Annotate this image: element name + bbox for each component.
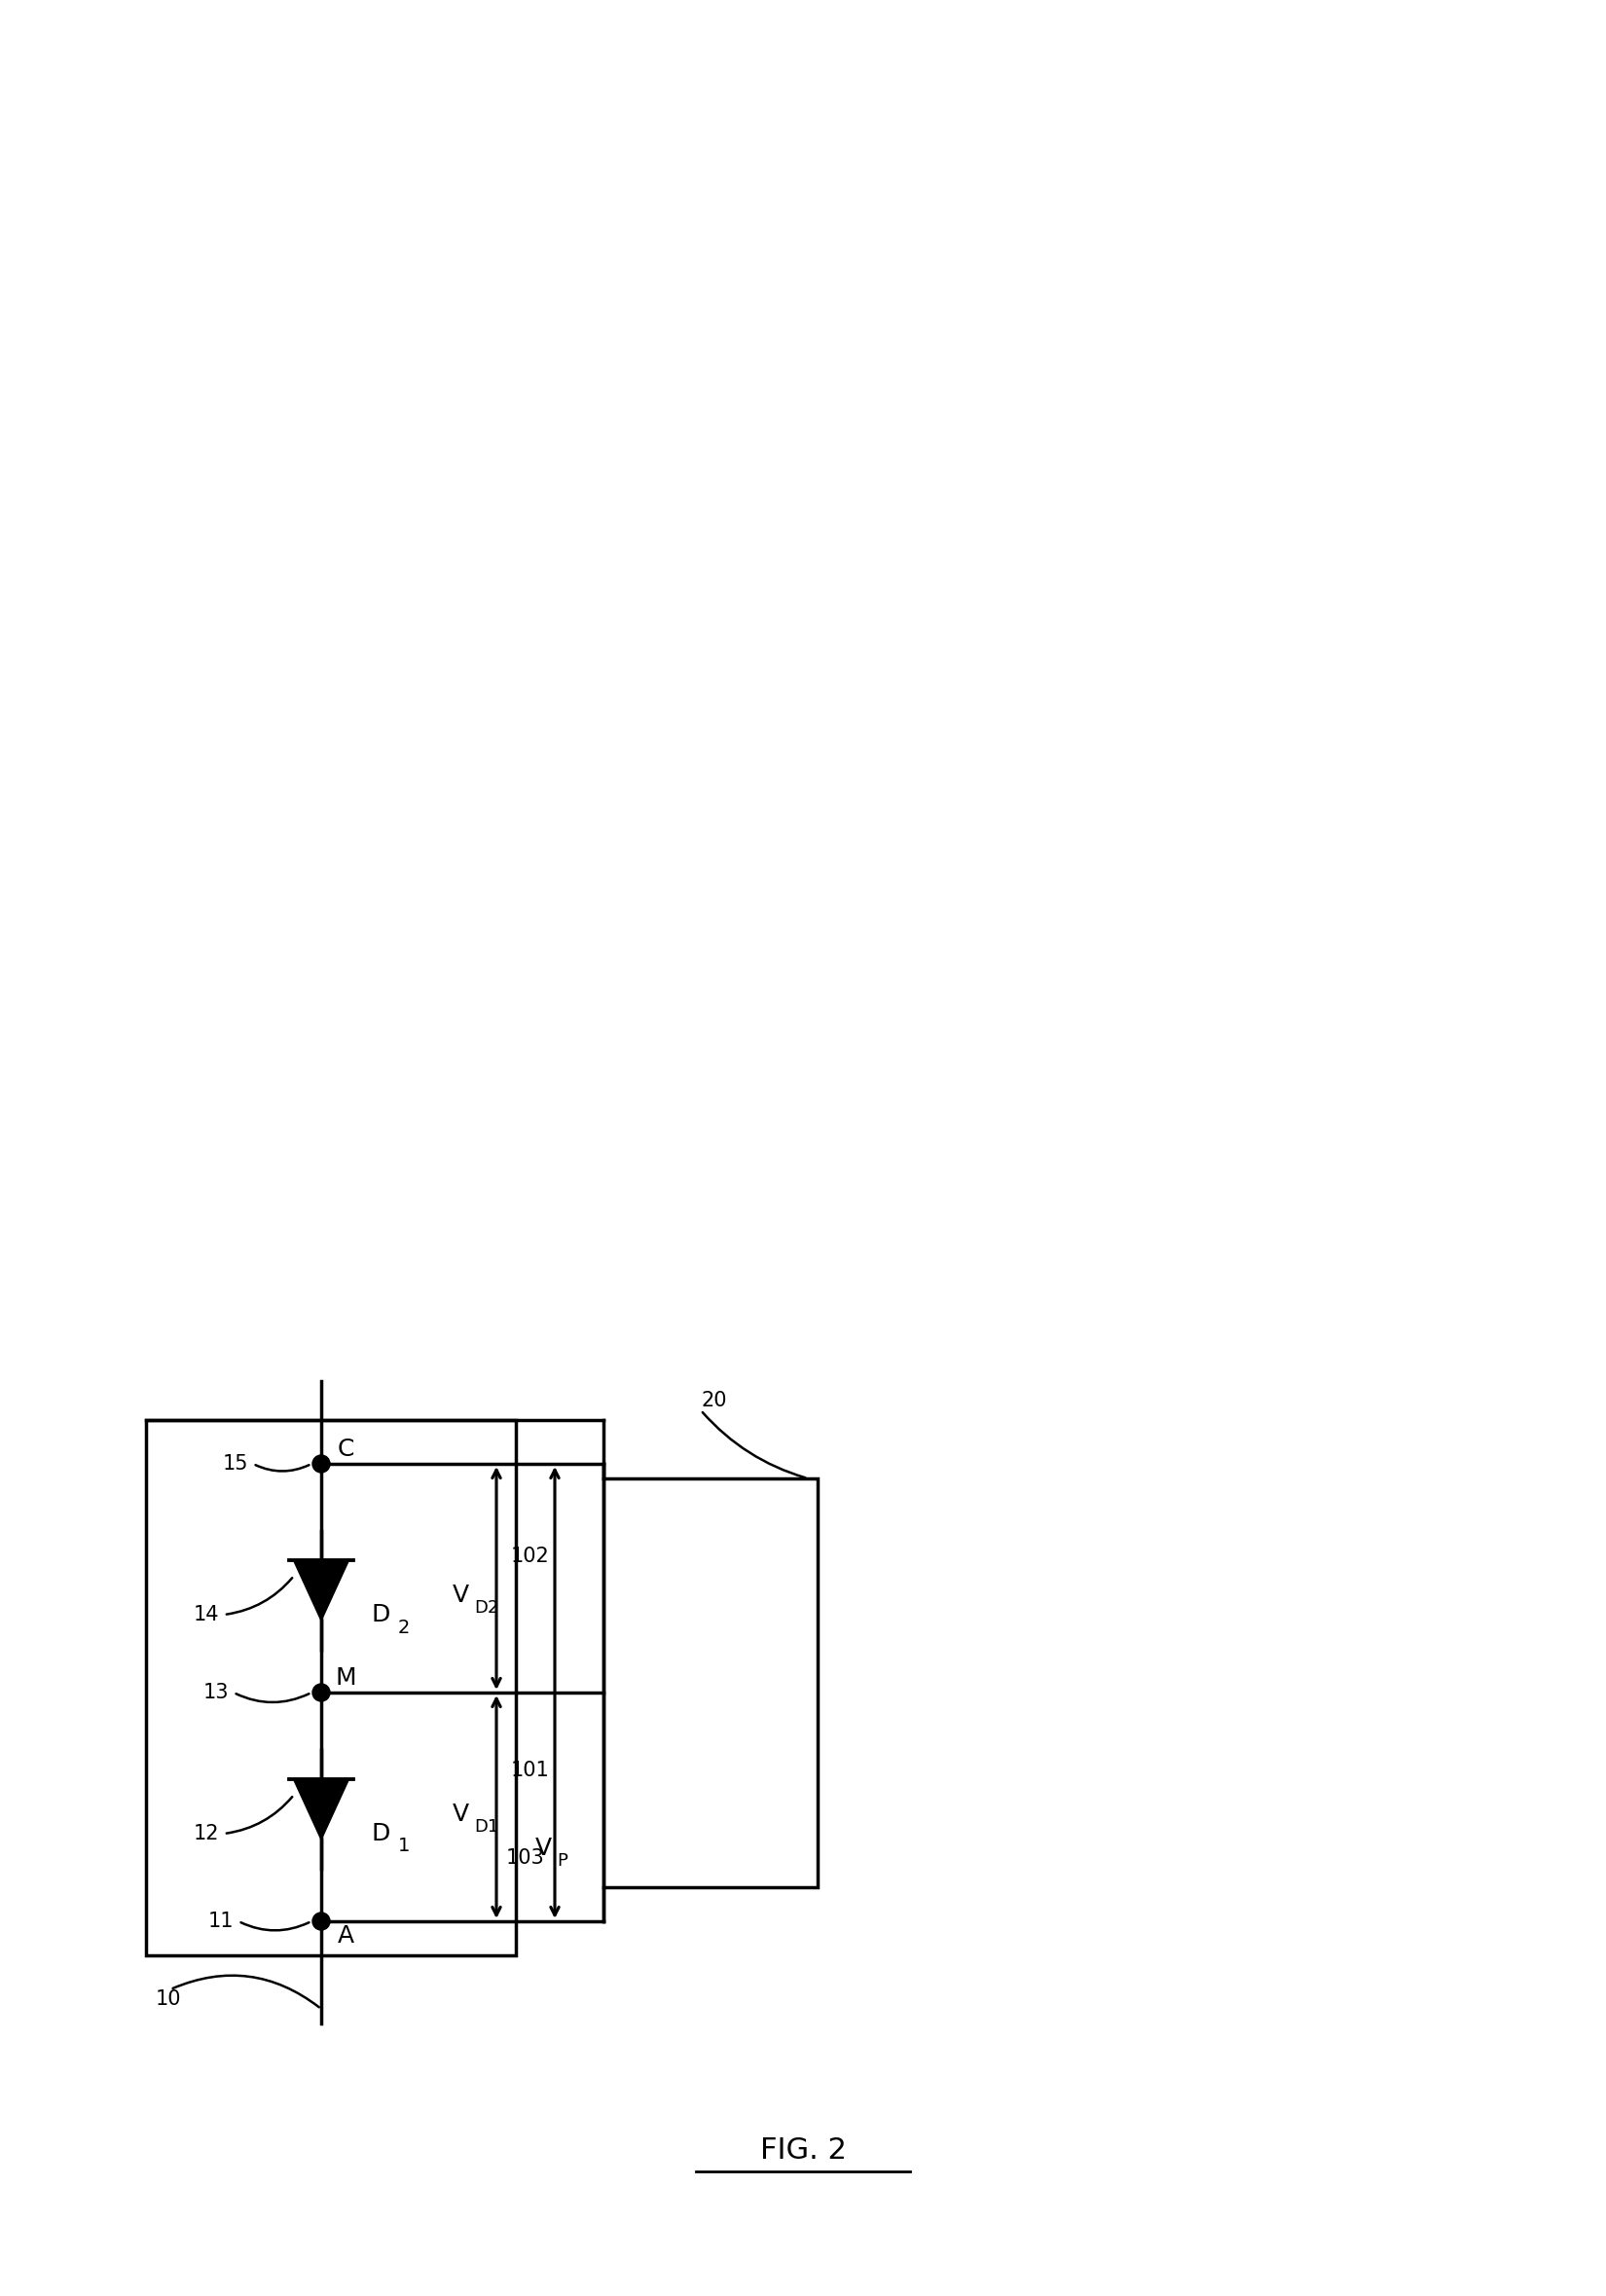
Text: D2: D2 (474, 1598, 499, 1616)
Polygon shape (294, 1779, 349, 1839)
Polygon shape (294, 1559, 349, 1621)
Text: 1: 1 (398, 1837, 410, 1855)
Text: D1: D1 (474, 1818, 498, 1835)
Text: 12: 12 (193, 1823, 218, 1844)
Text: 2: 2 (398, 1619, 410, 1637)
Text: 11: 11 (207, 1913, 233, 1931)
Circle shape (313, 1456, 329, 1472)
Text: 20: 20 (700, 1391, 726, 1410)
Bar (146, 1419, 516, 1956)
Text: C: C (337, 1437, 353, 1460)
Text: D: D (373, 1603, 390, 1626)
Text: 15: 15 (222, 1453, 249, 1474)
Circle shape (313, 1683, 329, 1701)
Text: D: D (373, 1823, 390, 1846)
Text: 10: 10 (156, 1988, 181, 2009)
Text: 14: 14 (193, 1605, 218, 1626)
Text: FIG. 2: FIG. 2 (760, 2135, 846, 2165)
Text: 13: 13 (202, 1683, 228, 1701)
Text: 102: 102 (511, 1548, 549, 1566)
Text: V: V (453, 1584, 469, 1607)
Text: P: P (557, 1853, 567, 1869)
Text: V: V (535, 1837, 552, 1860)
Text: 103: 103 (506, 1848, 544, 1867)
Bar (604, 1479, 817, 1887)
Text: A: A (337, 1924, 353, 1947)
Text: M: M (336, 1667, 357, 1690)
Text: V: V (453, 1802, 469, 1825)
Text: 101: 101 (511, 1761, 549, 1779)
Circle shape (313, 1913, 329, 1931)
